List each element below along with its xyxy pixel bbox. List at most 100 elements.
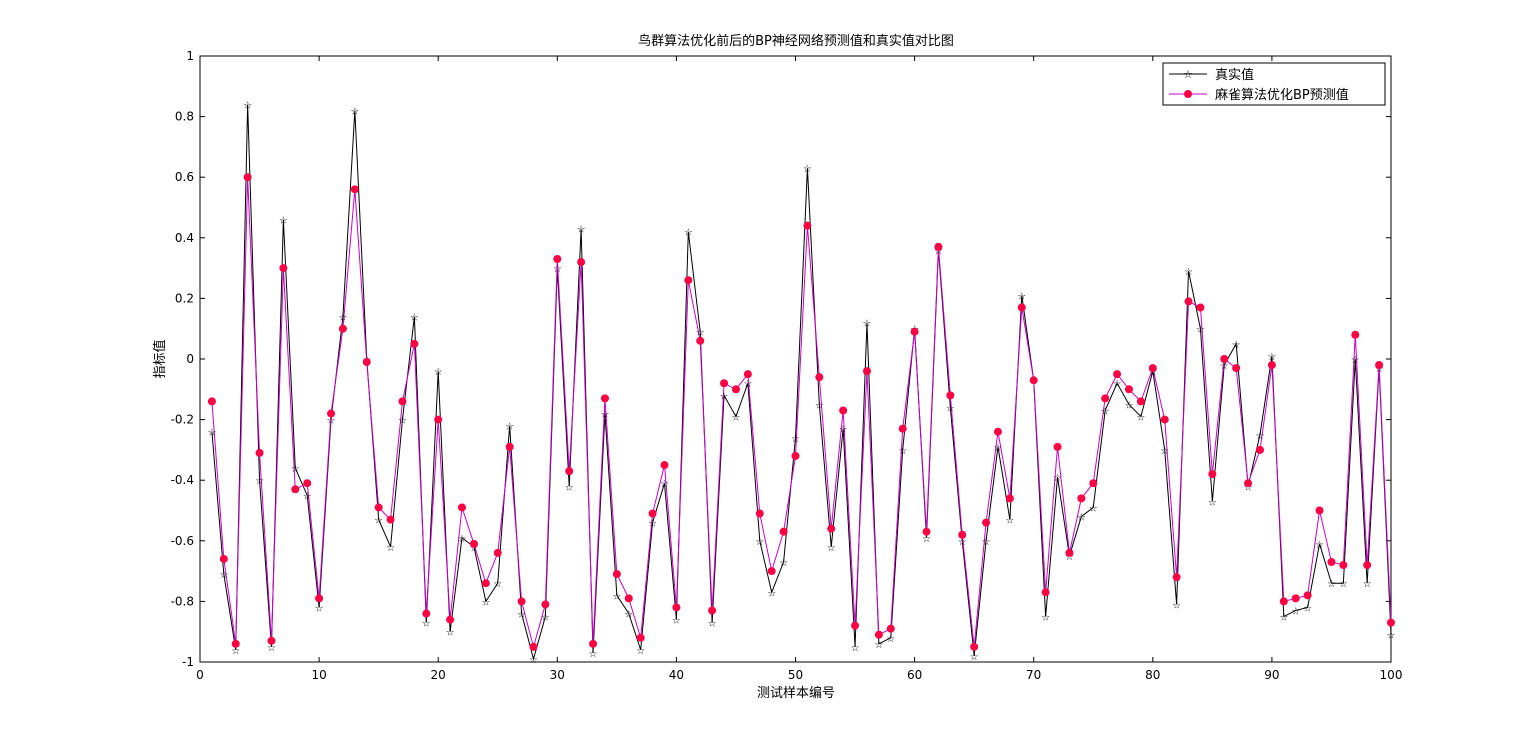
point-true: ☆	[1303, 603, 1312, 614]
point-true: ☆	[1208, 497, 1217, 508]
point-true: ☆	[874, 640, 883, 651]
point-predicted	[327, 409, 336, 418]
point-predicted	[541, 600, 550, 609]
point-predicted	[386, 515, 395, 524]
point-predicted	[469, 539, 478, 548]
point-true: ☆	[1291, 606, 1300, 617]
point-predicted	[1244, 479, 1253, 488]
point-true: ☆	[779, 558, 788, 569]
point-predicted	[565, 467, 574, 476]
y-tick-label: 0.6	[175, 170, 194, 184]
point-true: ☆	[1101, 407, 1110, 418]
point-predicted	[1029, 376, 1038, 385]
point-true: ☆	[505, 422, 514, 433]
point-true: ☆	[862, 319, 871, 330]
point-predicted	[1339, 561, 1348, 570]
point-predicted	[696, 336, 705, 345]
point-predicted	[1208, 470, 1217, 479]
point-true: ☆	[1077, 513, 1086, 524]
point-predicted	[922, 527, 931, 536]
point-predicted	[612, 570, 621, 579]
point-predicted	[1291, 594, 1300, 603]
point-true: ☆	[565, 482, 574, 493]
point-true: ☆	[1327, 579, 1336, 590]
point-true: ☆	[1148, 367, 1157, 378]
point-predicted	[898, 424, 907, 433]
y-tick-label: 1	[186, 49, 194, 63]
point-predicted	[481, 579, 490, 588]
point-true: ☆	[922, 534, 931, 545]
point-true: ☆	[791, 434, 800, 445]
y-tick-label: 0.4	[175, 231, 194, 245]
point-predicted	[910, 327, 919, 336]
point-predicted	[1101, 394, 1110, 403]
point-true: ☆	[767, 588, 776, 599]
point-true: ☆	[1279, 613, 1288, 624]
point-predicted	[1172, 573, 1181, 582]
point-predicted	[267, 636, 276, 645]
point-true: ☆	[851, 643, 860, 654]
point-true: ☆	[1136, 413, 1145, 424]
x-tick-label: 70	[1026, 668, 1041, 682]
legend-label-true: 真实值	[1215, 67, 1254, 83]
series-line-true	[211, 104, 1392, 661]
point-predicted	[827, 524, 836, 533]
point-true: ☆	[207, 428, 216, 439]
legend-box	[1162, 62, 1386, 106]
y-tick-label: -0.2	[171, 413, 194, 427]
point-predicted	[446, 615, 455, 624]
point-true: ☆	[315, 603, 324, 614]
point-predicted	[1220, 355, 1229, 363]
point-predicted	[791, 451, 800, 460]
point-predicted	[839, 406, 848, 415]
point-predicted	[291, 485, 300, 494]
point-true: ☆	[1184, 267, 1193, 278]
point-predicted	[1196, 303, 1205, 312]
point-predicted	[624, 594, 633, 603]
point-predicted	[493, 548, 502, 557]
point-true: ☆	[1256, 431, 1265, 442]
x-tick-label: 60	[907, 668, 922, 682]
x-tick-label: 40	[669, 668, 684, 682]
point-predicted	[1077, 494, 1086, 503]
point-predicted	[1017, 303, 1026, 312]
point-true: ☆	[612, 591, 621, 602]
point-predicted	[803, 221, 812, 230]
x-tick-label: 50	[788, 668, 803, 682]
y-tick-label: 0	[186, 352, 194, 366]
point-predicted	[589, 639, 598, 648]
series-layer: ☆ ☆ ☆ ☆ ☆ ☆ ☆ ☆ ☆ ☆ ☆ ☆ ☆ ☆ ☆ ☆ ☆ ☆ ☆ ☆ ☆ ☆ ☆ ☆ ☆ ☆ ☆ ☆ ☆ ☆ ☆ ☆ ☆ ☆ ☆ ☆ ☆ ☆ ☆ ☆…	[207, 100, 1395, 665]
point-predicted	[1065, 548, 1074, 557]
x-tick-label: 20	[431, 668, 446, 682]
point-predicted	[398, 397, 407, 406]
point-predicted	[219, 554, 228, 563]
point-true: ☆	[541, 613, 550, 624]
y-tick-label: 0.8	[175, 110, 194, 124]
point-predicted	[731, 385, 740, 394]
point-true: ☆	[624, 610, 633, 621]
point-predicted	[958, 530, 967, 539]
point-predicted	[1363, 561, 1372, 570]
point-predicted	[970, 642, 979, 651]
point-predicted	[743, 370, 752, 379]
y-tick-label: -0.6	[171, 534, 194, 548]
point-true: ☆	[446, 628, 455, 639]
point-true: ☆	[458, 534, 467, 545]
point-predicted	[1089, 479, 1098, 488]
x-tick-label: 0	[196, 668, 204, 682]
y-tick-label: -0.8	[171, 594, 194, 608]
point-predicted	[1053, 442, 1062, 451]
x-axis-ticks: 0 10 20 30 40 50 60 70 80 90 100	[196, 56, 1402, 682]
x-axis-label: 测试样本编号	[757, 686, 835, 701]
y-axis-label: 指标值	[152, 339, 168, 378]
point-predicted	[815, 373, 824, 382]
point-predicted	[934, 242, 943, 251]
point-predicted	[720, 379, 729, 388]
point-true: ☆	[1363, 579, 1372, 590]
point-true: ☆	[696, 328, 705, 339]
point-true: ☆	[529, 655, 538, 666]
point-true: ☆	[946, 403, 955, 414]
point-predicted	[1148, 364, 1157, 373]
point-predicted	[374, 503, 383, 512]
point-predicted	[755, 509, 764, 518]
